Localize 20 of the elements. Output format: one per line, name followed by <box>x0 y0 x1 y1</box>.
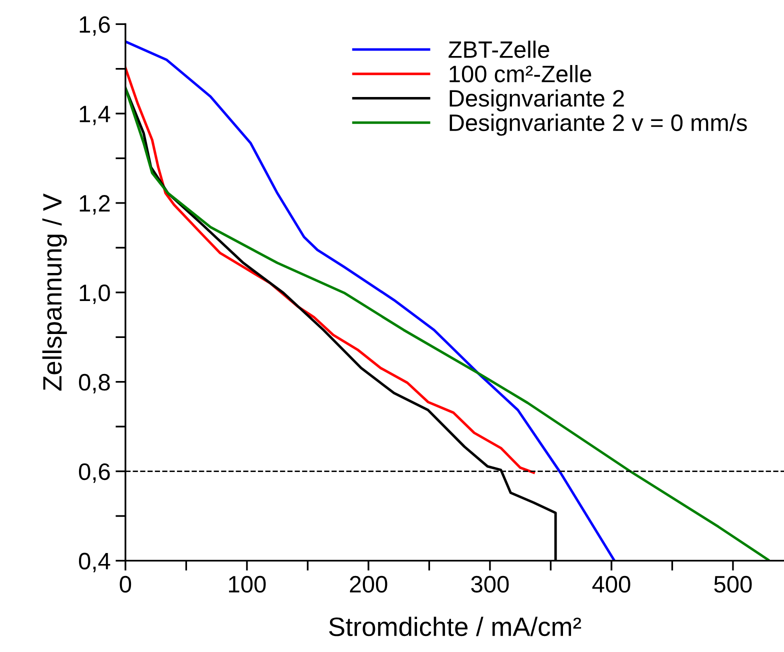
line-series <box>125 86 770 561</box>
legend-label: ZBT-Zelle <box>448 40 550 58</box>
y-tick-label: 0,6 <box>78 463 110 483</box>
legend-label: Designvariante 2 <box>450 89 624 112</box>
y-tick-label: 1,6 <box>80 16 110 36</box>
x-axis-title: Stromdichte / mA/cm² <box>329 616 582 636</box>
x-tick-label: 0 <box>120 576 132 593</box>
x-tick-label: 400 <box>592 576 630 593</box>
x-tick-label: 200 <box>350 576 388 593</box>
y-tick-label: 0,4 <box>78 552 110 572</box>
y-tick-label: 1,4 <box>80 106 110 126</box>
legend-label: 100 cm²-Zelle <box>450 65 592 82</box>
y-tick-label: 1,2 <box>80 195 110 215</box>
x-tick-label: 300 <box>471 576 509 593</box>
y-tick-label: 0,8 <box>78 374 110 394</box>
legend-label: Designvariante 2 v = 0 mm/s <box>450 114 747 136</box>
y-axis-title: Zellspannung / V <box>42 194 67 391</box>
x-tick-label: 500 <box>714 576 752 593</box>
x-tick-label: 100 <box>229 576 266 593</box>
y-tick-label: 1,0 <box>80 284 110 304</box>
